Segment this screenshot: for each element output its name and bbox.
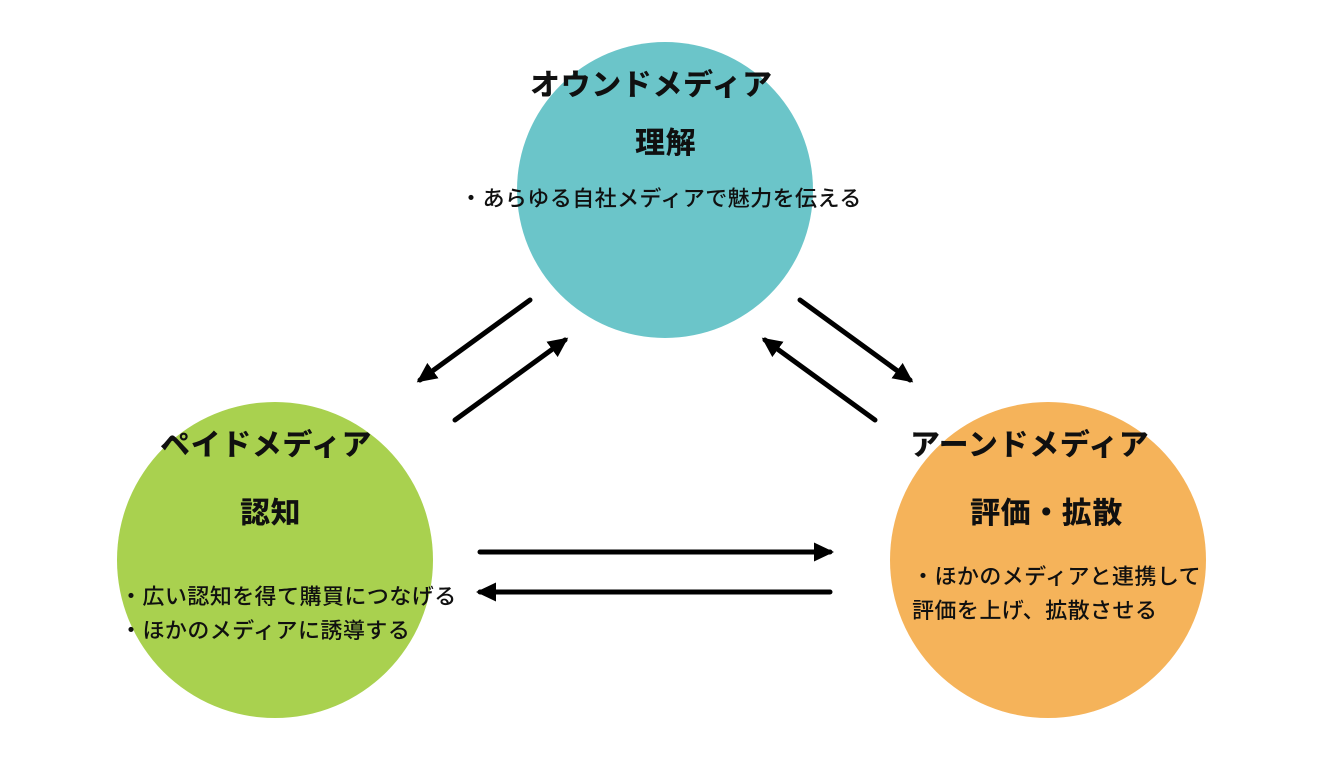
owned-media-title: オウンドメディア <box>530 60 773 104</box>
paid-media-subtitle: 認知 <box>240 488 301 532</box>
earned-media-subtitle: 評価・拡散 <box>970 488 1123 532</box>
owned-media-desc: ・あらゆる自社メディアで魅力を伝える <box>460 180 920 214</box>
earned-media-desc: ・ほかのメディアと連携して評価を上げ、拡散させる <box>912 558 1212 626</box>
paid-media-title: ペイドメディア <box>160 420 372 464</box>
earned-media-title: アーンドメディア <box>910 420 1149 464</box>
paid-media-desc: ・広い認知を得て購買につなげる・ほかのメディアに誘導する <box>120 578 480 646</box>
owned-media-subtitle: 理解 <box>635 118 696 162</box>
